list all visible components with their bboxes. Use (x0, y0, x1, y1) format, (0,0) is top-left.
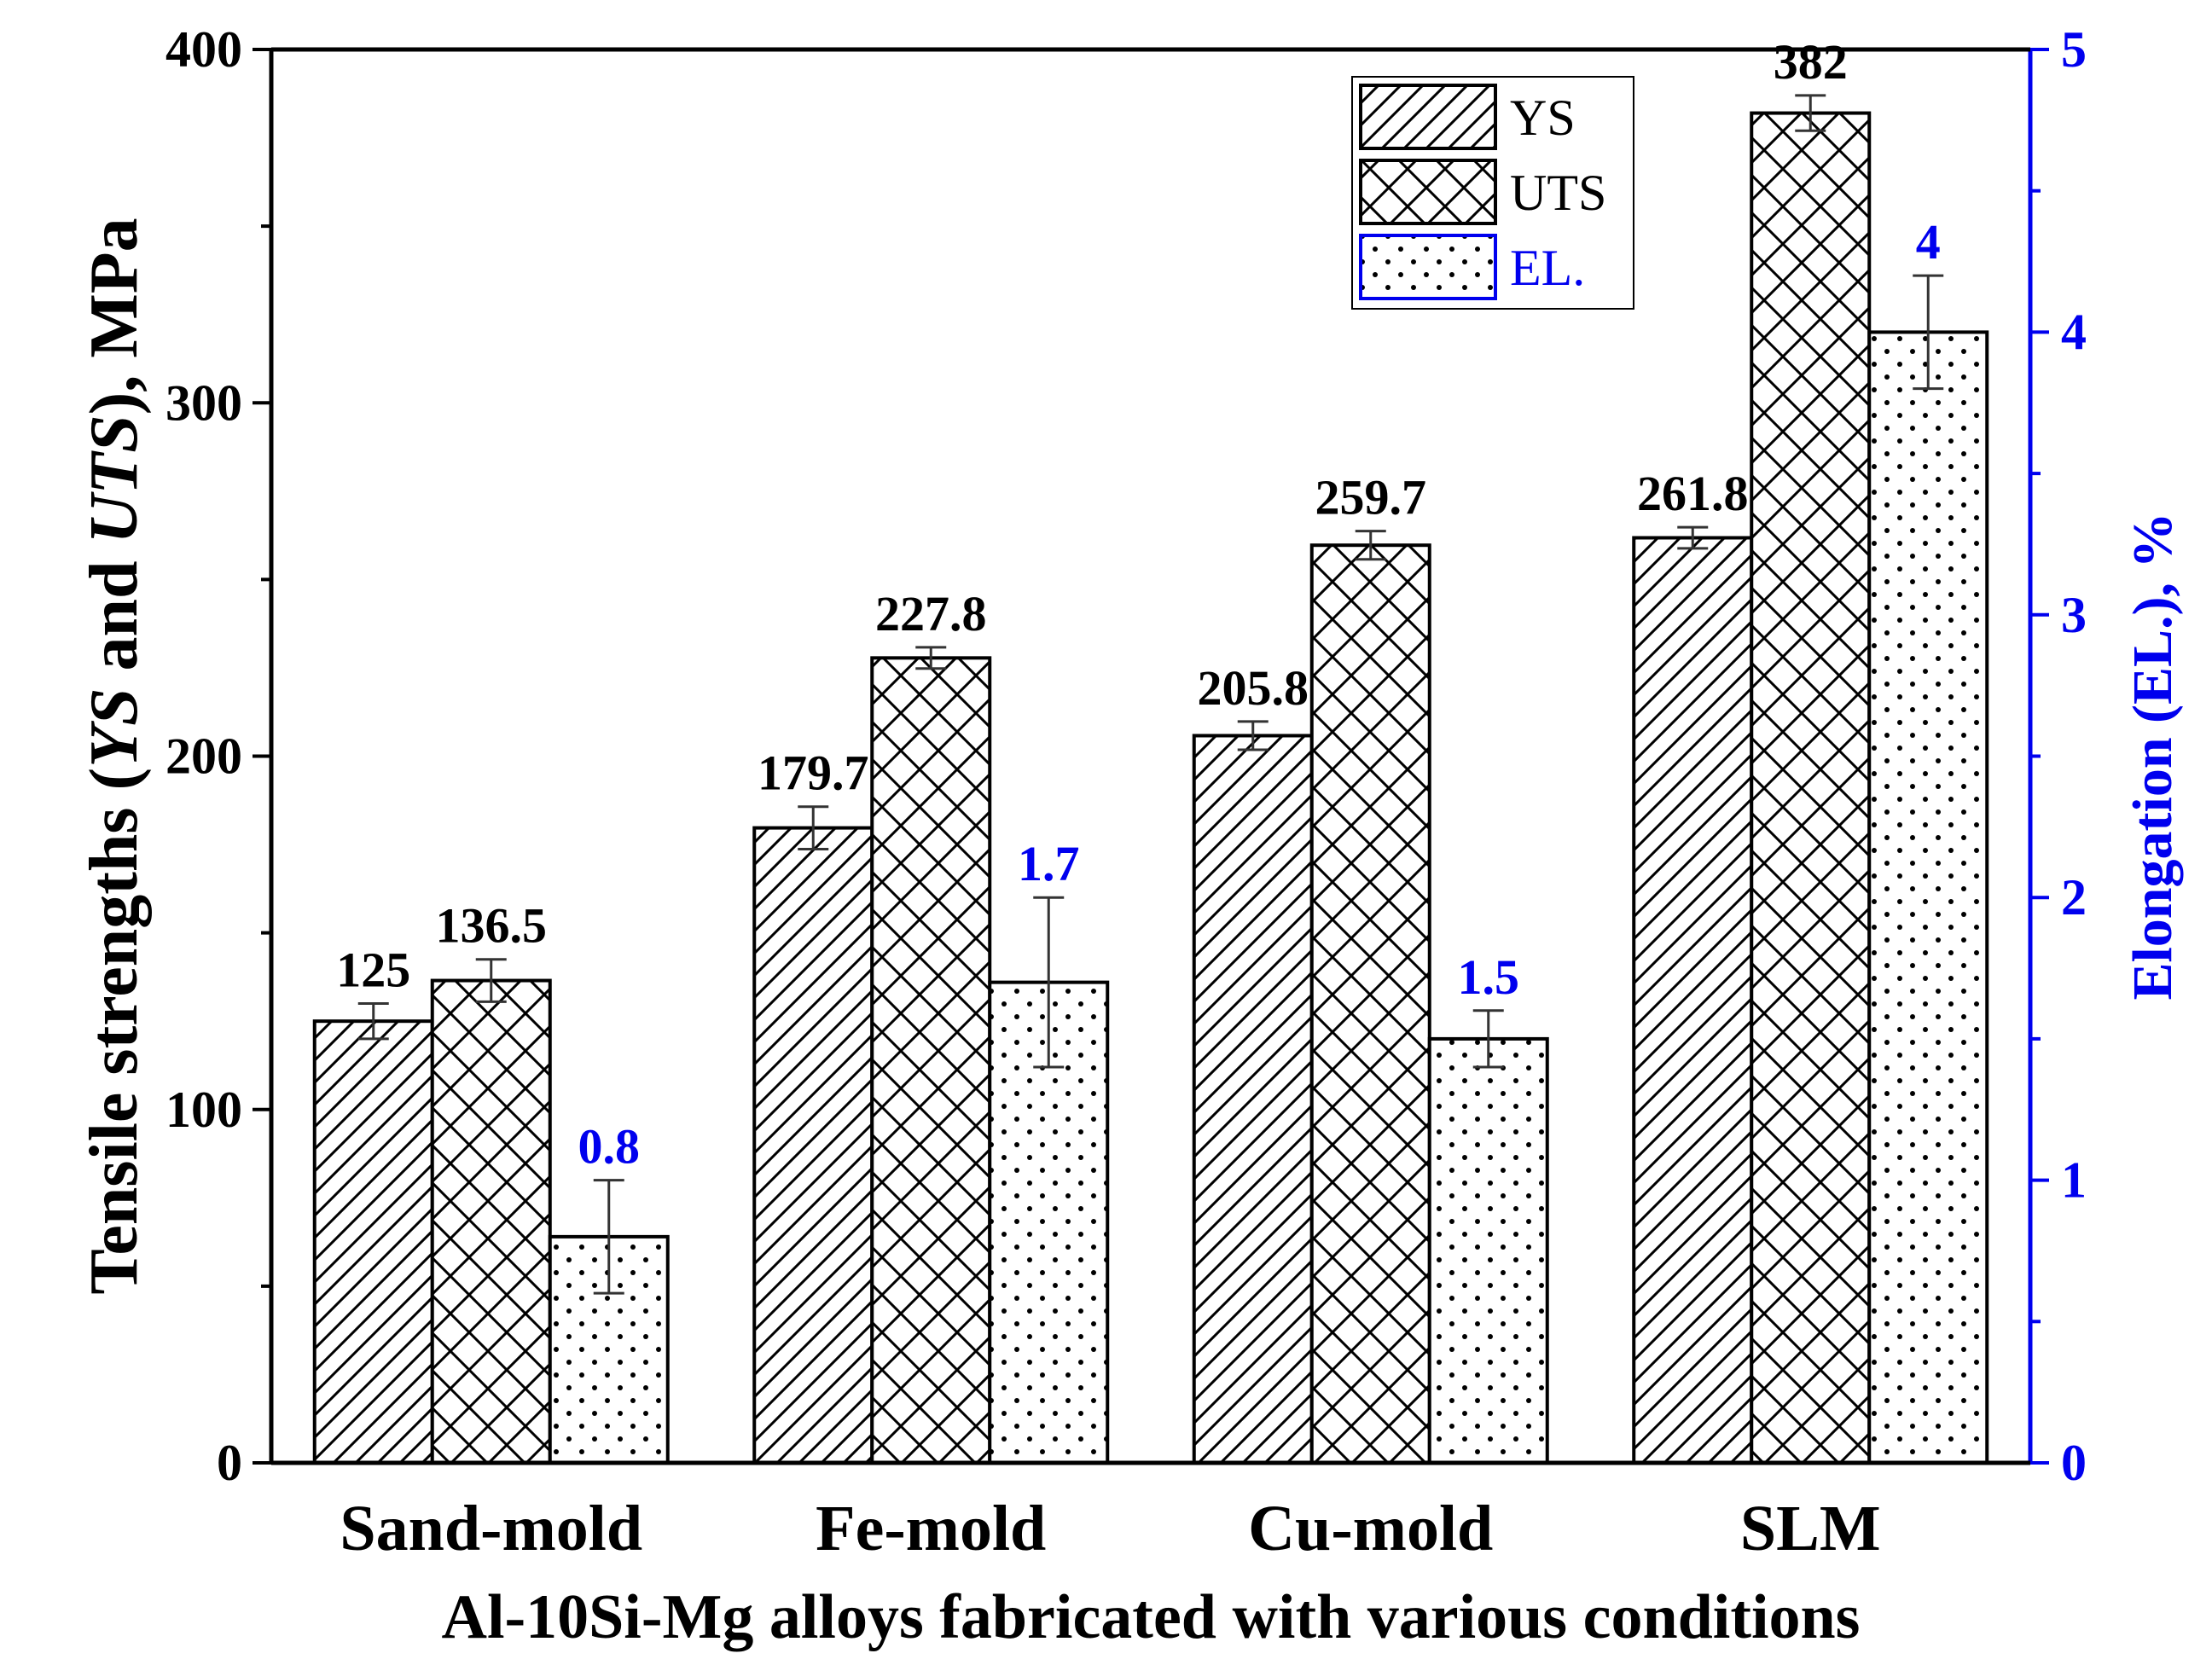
left-tick-label: 0 (217, 1435, 242, 1491)
data-label-el: 0.8 (578, 1119, 641, 1175)
x-tick-label: Sand-mold (340, 1493, 642, 1564)
data-label-ys: 205.8 (1198, 660, 1309, 716)
data-label-el: 1.7 (1018, 836, 1080, 891)
right-tick-label: 2 (2061, 869, 2087, 925)
data-label-uts: 227.8 (875, 586, 987, 641)
data-label-el: 1.5 (1458, 949, 1520, 1005)
y-axis-title-part: UTS (77, 415, 152, 543)
x-tick-label: Cu-mold (1248, 1493, 1493, 1564)
bar-ys (752, 826, 874, 1465)
legend-swatch-uts (1359, 159, 1497, 225)
y2-axis-title: Elongation (EL.), % (2122, 512, 2184, 1000)
data-label-ys: 261.8 (1637, 466, 1749, 521)
legend-swatch-el (1359, 234, 1497, 300)
bar-uts (1309, 543, 1431, 1465)
right-tick-label: 0 (2061, 1435, 2087, 1491)
bar-uts (430, 978, 552, 1465)
x-tick-label: SLM (1740, 1493, 1881, 1564)
legend: YS UTS EL. (1351, 76, 1634, 310)
bar-uts (870, 656, 992, 1465)
legend-label-uts: UTS (1510, 165, 1606, 221)
left-tick-label: 200 (165, 728, 242, 785)
data-label-uts: 259.7 (1315, 470, 1427, 525)
y-axis-title-part: ), MPa (77, 218, 152, 415)
left-tick-label: 100 (165, 1082, 242, 1138)
right-tick-label: 3 (2061, 587, 2087, 643)
data-label-uts: 136.5 (436, 898, 548, 954)
y-axis-title-part: Tensile strengths ( (77, 768, 152, 1295)
left-tick-label: 300 (165, 374, 242, 431)
y-axis-title-part: and (77, 543, 152, 687)
bar-uts (1750, 111, 1872, 1465)
bar-el (1867, 330, 1989, 1465)
legend-label-ys: YS (1510, 90, 1576, 146)
right-tick-label: 4 (2061, 304, 2087, 360)
data-label-uts: 382 (1774, 34, 1848, 90)
y-axis-title-part: YS (77, 687, 152, 767)
bar-el (988, 980, 1110, 1465)
x-tick-label: Fe-mold (816, 1493, 1046, 1564)
data-label-ys: 179.7 (758, 745, 869, 801)
x-axis-title: Al-10Si-Mg alloys fabricated with variou… (442, 1582, 1861, 1652)
bar-el (1427, 1036, 1549, 1465)
data-label-ys: 125 (336, 942, 410, 997)
bars-layer (312, 94, 1989, 1465)
y-axis-title: Tensile strengths (YS and UTS), MPa (77, 218, 152, 1294)
bar-ys (1632, 536, 1754, 1465)
legend-label-el: EL. (1510, 240, 1585, 296)
bar-ys (1192, 734, 1314, 1465)
data-label-el: 4 (1916, 214, 1941, 270)
right-tick-label: 1 (2061, 1152, 2087, 1209)
data-labels-layer: 125 136.5 0.8 179.7 227.8 1.7 205.8 259.7 1.5 261… (336, 34, 1941, 1175)
ticks-layer: 0 100 200 300 400 0 1 2 3 4 5 Sand-mold Fe-mold Cu-mo… (165, 21, 2087, 1564)
legend-swatch-ys (1359, 84, 1497, 150)
bar-ys (312, 1019, 434, 1465)
right-tick-label: 5 (2061, 21, 2087, 78)
left-tick-label: 400 (165, 21, 242, 78)
